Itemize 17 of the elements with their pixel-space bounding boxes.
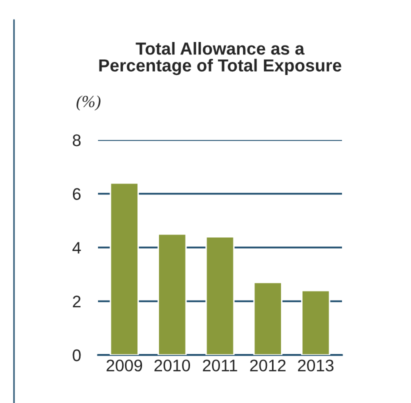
y-tick-label: 2 [72, 296, 80, 308]
bar [301, 290, 330, 355]
y-tick-label: 8 [72, 134, 81, 146]
bar [158, 233, 187, 355]
chart-title: Total Allowance as a Percentage of Total Exposure [99, 42, 342, 76]
x-tick-label: 2010 [154, 360, 190, 372]
bar [110, 182, 139, 355]
x-tick-label: 2009 [106, 360, 142, 372]
x-tick-label: 2011 [202, 360, 238, 372]
x-tick-label: 2013 [298, 360, 334, 372]
x-tick-label: 2012 [250, 360, 286, 372]
bar [205, 236, 235, 355]
bar [253, 282, 282, 355]
y-axis-title: (%) [76, 95, 100, 111]
y-tick-label: 4 [72, 242, 81, 254]
y-tick-label: 6 [72, 188, 81, 200]
y-tick-label: 0 [72, 349, 81, 362]
